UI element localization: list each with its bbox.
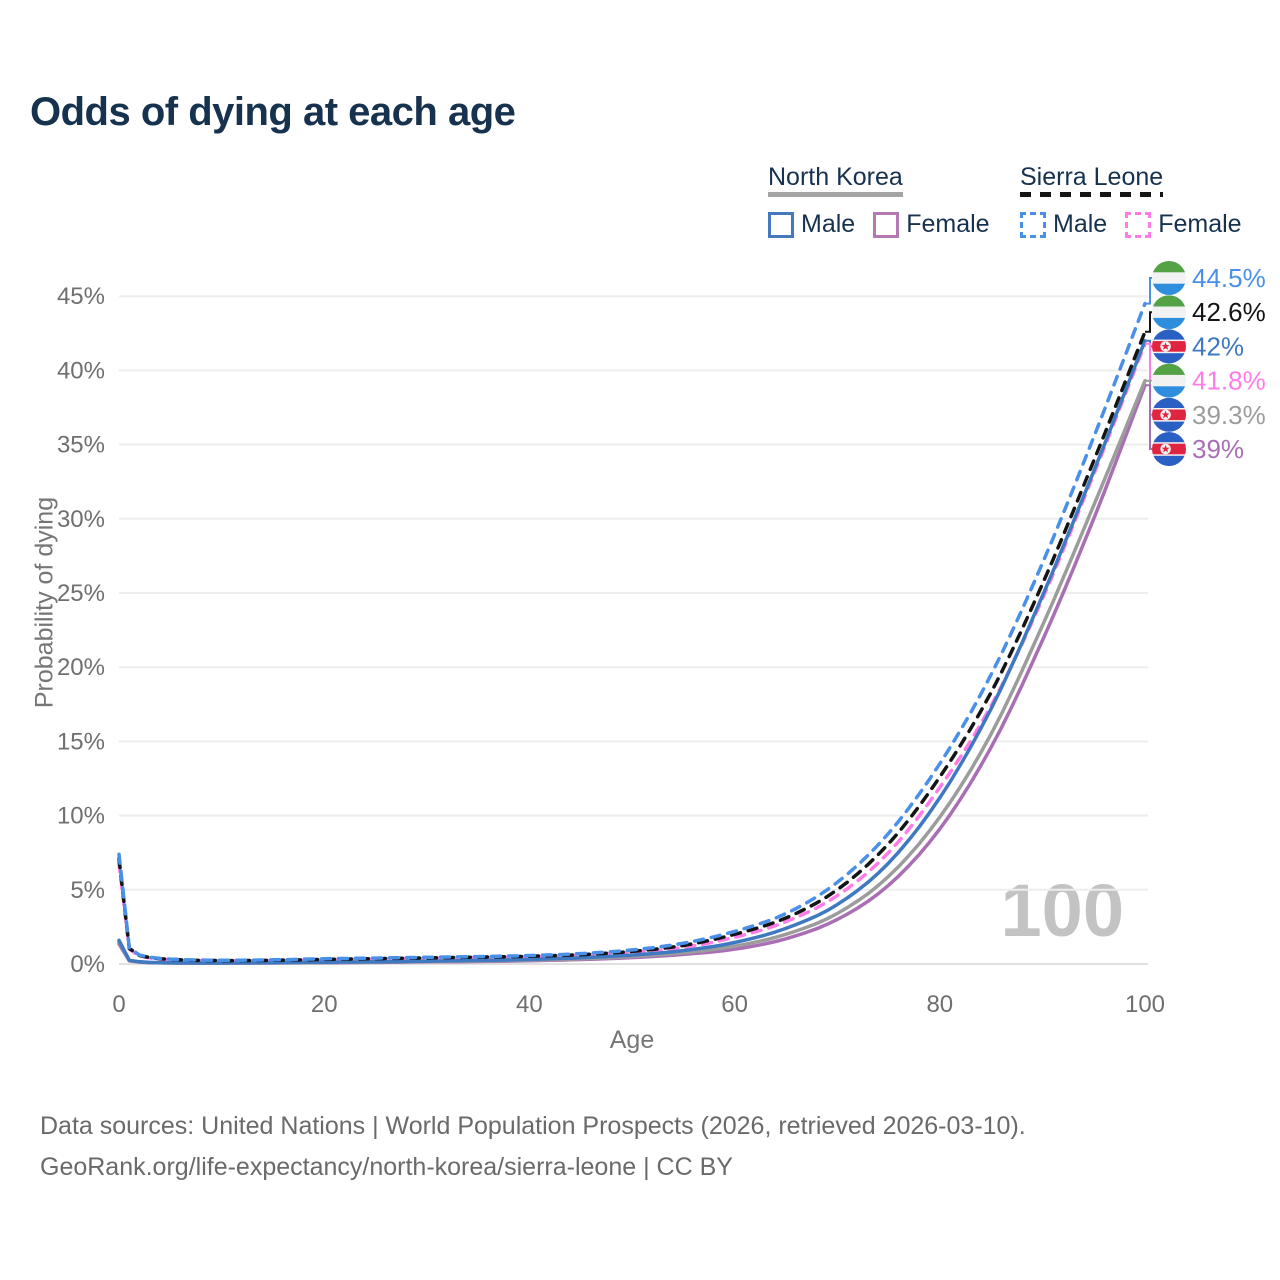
end-label-value: 39.3%	[1192, 400, 1266, 430]
flag-icon-north-korea	[1152, 329, 1186, 364]
x-axis-title: Age	[609, 1026, 655, 1054]
legend-line-style-sample	[1020, 192, 1164, 197]
legend-group-north-korea: North Korea Male Female	[768, 163, 1008, 239]
legend-item-label: Female	[906, 210, 990, 238]
legend-item-sierra-leone-female[interactable]: Female	[1125, 210, 1242, 239]
legend-swatch-icon	[768, 211, 794, 238]
end-label-connector	[1145, 342, 1152, 382]
series-line-sierra-leone-both[interactable]	[117, 330, 1147, 963]
end-label-value: 41.8%	[1192, 366, 1266, 396]
end-label-connector	[1145, 277, 1152, 305]
footer: Data sources: United Nations | World Pop…	[40, 1106, 1240, 1188]
series-line-north-korea-male[interactable]	[117, 338, 1147, 965]
page-title: Odds of dying at each age	[30, 90, 516, 134]
y-tick-label: 20%	[57, 654, 105, 681]
y-tick-label: 10%	[57, 803, 105, 830]
end-label-connector	[1145, 384, 1152, 450]
y-tick-label: 5%	[70, 877, 105, 904]
flag-icon-sierra-leone	[1152, 295, 1186, 330]
flag-icon-sierra-leone	[1152, 261, 1186, 295]
legend-item-label: Male	[801, 210, 856, 238]
age-watermark: 100	[1000, 869, 1124, 952]
y-tick-label: 40%	[57, 357, 105, 384]
flag-icon-north-korea	[1152, 397, 1186, 432]
legend: North Korea Male Female Sierra Leone Male Fem…	[0, 163, 1280, 243]
series-line-sierra-leone-female[interactable]	[117, 341, 1147, 963]
x-tick-label: 80	[926, 991, 953, 1018]
y-tick-label: 30%	[57, 506, 105, 533]
y-tick-label: 35%	[57, 432, 105, 459]
legend-item-label: Female	[1158, 210, 1242, 238]
end-label-value: 42%	[1192, 331, 1244, 361]
legend-item-sierra-leone-male[interactable]: Male	[1020, 210, 1107, 239]
y-axis-title: Probability of dying	[30, 496, 59, 709]
end-label-value: 44.5%	[1192, 263, 1266, 293]
x-tick-label: 100	[1125, 991, 1165, 1018]
legend-line-style-sample	[768, 192, 903, 197]
legend-item-label: Male	[1053, 210, 1108, 238]
attribution-line: GeoRank.org/life-expectancy/north-korea/…	[40, 1153, 733, 1181]
x-tick-label: 40	[516, 991, 543, 1018]
y-tick-label: 45%	[57, 283, 105, 310]
legend-group-title: North Korea	[768, 163, 903, 201]
legend-item-north-korea-male[interactable]: Male	[768, 210, 855, 239]
legend-group-sierra-leone: Sierra Leone Male Female	[1020, 163, 1260, 239]
end-label-value: 39%	[1192, 434, 1244, 464]
flag-icon-north-korea	[1152, 432, 1186, 466]
legend-group-title: Sierra Leone	[1020, 163, 1164, 201]
series-line-sierra-leone-male[interactable]	[117, 301, 1147, 963]
x-tick-label: 60	[721, 991, 748, 1018]
data-source-line: Data sources: United Nations | World Pop…	[40, 1112, 1026, 1140]
end-label-connector	[1145, 311, 1152, 333]
flag-icon-sierra-leone	[1152, 363, 1186, 398]
y-tick-label: 25%	[57, 580, 105, 607]
legend-swatch-icon	[1125, 211, 1152, 238]
series-line-north-korea-both[interactable]	[117, 379, 1147, 965]
y-tick-label: 0%	[70, 951, 105, 978]
end-label-value: 42.6%	[1192, 297, 1266, 327]
legend-swatch-icon	[1020, 211, 1046, 238]
legend-swatch-icon	[873, 211, 900, 238]
x-tick-label: 0	[112, 991, 125, 1018]
legend-item-north-korea-female[interactable]: Female	[873, 210, 990, 239]
x-tick-label: 20	[311, 991, 338, 1018]
y-tick-label: 15%	[57, 728, 105, 755]
